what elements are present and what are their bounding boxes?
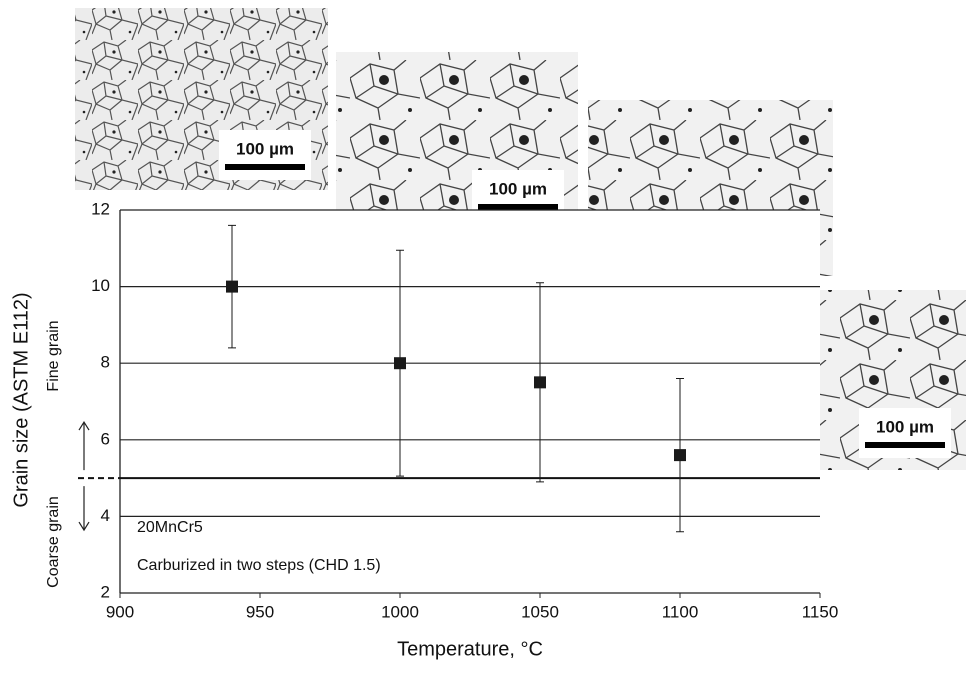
x-tick-label: 950 [246,602,274,621]
scale-bar [225,164,305,170]
x-tick-label: 900 [106,602,134,621]
data-point [674,449,686,462]
scale-label: 100 µm [236,139,294,158]
scale-label: 100 µm [489,179,547,198]
data-point [226,280,238,293]
x-tick-label: 1050 [521,602,559,621]
arrow-down [78,486,90,532]
x-tick-label: 1000 [381,602,419,621]
scale-bar [865,442,945,448]
arrow-up [78,420,90,471]
scale-box [859,408,951,458]
annotation: Carburized in two steps (CHD 1.5) [137,557,381,574]
y-tick-label: 10 [91,276,110,295]
x-axis-title: Temperature, °C [397,638,543,660]
scale-label: 100 µm [876,417,934,436]
scale-box [219,130,311,180]
data-point [534,376,546,389]
x-tick-label: 1150 [802,602,839,621]
region-label: Fine grain [45,320,62,391]
y-axis-title: Grain size (ASTM E112) [10,292,32,507]
y-tick-label: 2 [101,582,110,601]
region-label: Coarse grain [45,496,62,588]
y-tick-label: 8 [101,353,110,372]
scale-bar [478,204,558,210]
plot-area [120,210,820,593]
x-tick-label: 1100 [662,602,699,621]
annotation: 20MnCr5 [137,519,203,536]
data-point [394,357,406,370]
y-tick-label: 4 [101,506,110,525]
y-tick-label: 6 [101,429,110,448]
y-tick-label: 12 [91,199,110,218]
